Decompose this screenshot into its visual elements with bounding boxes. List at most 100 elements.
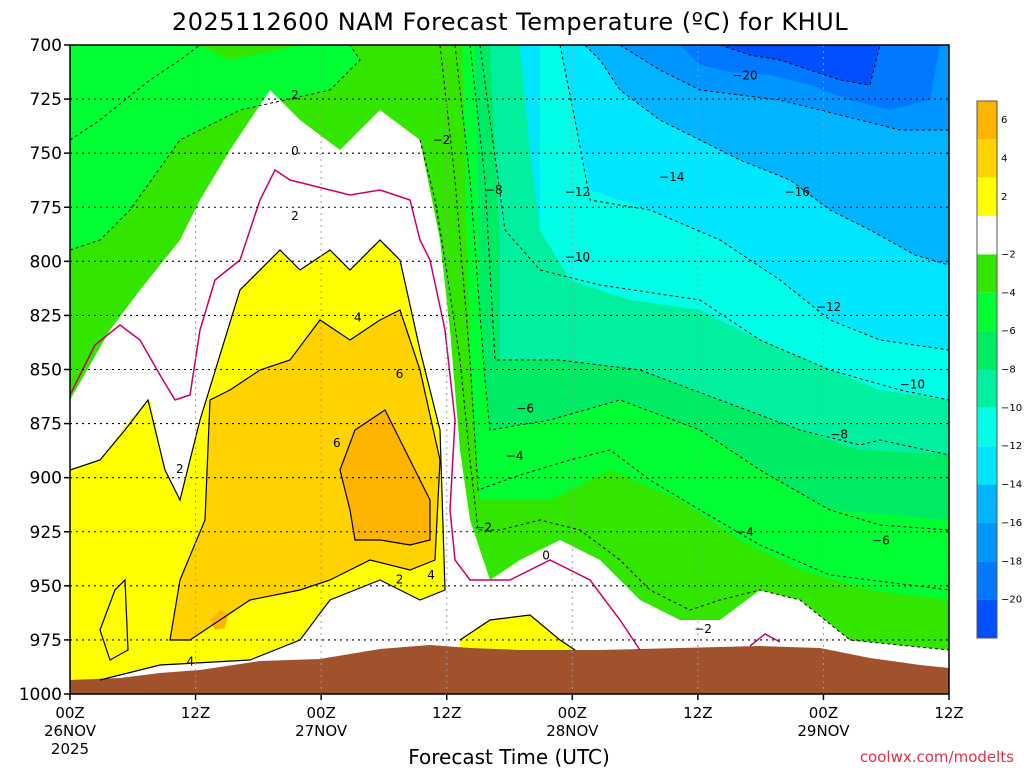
contour-left-dashed (70, 45, 361, 251)
credit-text: coolwx.com/modelts (860, 748, 1014, 766)
x-tick-year-label: 2025 (51, 740, 89, 758)
terrain (70, 645, 949, 694)
x-tick-date-label: 27NOV (295, 722, 348, 740)
x-tick-label: 00Z (558, 704, 587, 722)
colorbar-label: −10 (1001, 403, 1022, 414)
fill-region-plus-2-lower (460, 615, 575, 655)
colorbar-swatch (977, 101, 997, 140)
contour-label: −2 (694, 622, 712, 636)
colorbar-swatch (977, 369, 997, 408)
fill-region-minus-22 (720, 45, 880, 85)
contour-plus-6 (339, 409, 431, 546)
y-tick-label: 950 (30, 577, 62, 597)
colorbar-label: 6 (1001, 115, 1007, 126)
contour-label: 6 (396, 367, 404, 381)
colorbar-label: −18 (1001, 556, 1022, 567)
contour-plus-4 (169, 309, 441, 641)
contour-plus-2-lower (459, 614, 576, 651)
x-tick-label: 12Z (181, 704, 210, 722)
contour-label: −12 (565, 185, 590, 199)
colorbar-label: −16 (1001, 518, 1022, 529)
colorbar-swatch (977, 407, 997, 447)
fill-region-left-colder (70, 45, 360, 250)
contour-label: −10 (900, 378, 925, 392)
contour-label: −4 (506, 449, 524, 463)
contour-minus-2 (419, 139, 949, 651)
colorbar-label: −6 (1001, 326, 1016, 337)
colorbar-swatch (977, 139, 997, 178)
contour-lines (70, 45, 949, 681)
colorbar-label: −14 (1001, 480, 1022, 491)
y-tick-label: 725 (30, 90, 62, 110)
contour-label: −14 (659, 170, 684, 184)
y-tick-label: 700 (30, 36, 62, 56)
contour-label: −2 (474, 520, 492, 534)
colorbar-swatch (977, 254, 997, 293)
contour-label: −12 (816, 300, 841, 314)
y-tick-label: 875 (30, 415, 62, 435)
y-tick-label: 975 (30, 631, 62, 651)
colorbar-swatch (977, 599, 997, 638)
contour-label: −4 (736, 525, 754, 539)
x-tick-label: 00Z (306, 704, 335, 722)
contour-labels: −202−20−8 −12−14−162−10−1246−10−66−8−42−2… (176, 68, 925, 668)
y-tick-label: 800 (30, 252, 62, 272)
contour-label: 2 (176, 462, 184, 476)
contour-label: −6 (872, 533, 890, 547)
colorbar: 6 4 2 −2 −4 −6 −8 −10 −12 −14 −16 −18 −20 (976, 100, 1022, 639)
colorbar-label: −4 (1001, 288, 1016, 299)
colorbar-swatch (977, 484, 997, 523)
contour-label: −16 (785, 185, 810, 199)
x-tick-label: 00Z (809, 704, 838, 722)
contour-plus-4-small (99, 578, 129, 661)
colorbar-swatch (977, 561, 997, 600)
contour-label: 0 (542, 549, 550, 563)
contour-label: 2 (396, 572, 404, 586)
contour-minus-4 (439, 45, 949, 591)
contour-minus-20 (719, 45, 881, 86)
colorbar-swatch (977, 292, 997, 332)
colorbar-swatch (977, 522, 997, 562)
colorbar-label: −8 (1001, 365, 1016, 376)
colorbar-frame (976, 100, 998, 639)
contour-label: −8 (830, 427, 848, 441)
contour-left-dashed-2 (70, 45, 201, 141)
colorbar-swatch (977, 331, 997, 370)
y-tick-label: 925 (30, 523, 62, 543)
y-tick-label: 775 (30, 198, 62, 218)
contour-minus-14 (584, 45, 949, 266)
colorbar-swatch (977, 216, 997, 255)
chart-title: 2025112600 NAM Forecast Temperature (ºC)… (172, 8, 848, 36)
colorbar-label: 2 (1001, 192, 1007, 203)
contour-label: −6 (516, 401, 534, 415)
y-tick-label: 850 (30, 361, 62, 381)
x-tick-date-label: 29NOV (797, 722, 850, 740)
colorbar-swatch (977, 446, 997, 485)
contour-zero-line (70, 168, 641, 651)
contour-label: −2 (433, 133, 451, 147)
fill-region-minus-4 (430, 45, 949, 694)
colorbar-label: −20 (1001, 595, 1022, 606)
x-tick-date-label: 28NOV (546, 722, 599, 740)
fill-region-plus-6 (340, 410, 430, 545)
x-tick-label: 12Z (934, 704, 963, 722)
contour-label: 2 (291, 88, 299, 102)
contour-label: 4 (187, 655, 195, 669)
contour-minus-8 (469, 45, 949, 456)
y-tick-label: 1000 (19, 685, 62, 705)
contour-label: 0 (291, 144, 299, 158)
contour-label: −10 (565, 250, 590, 264)
contour-label: 6 (333, 436, 341, 450)
contour-minus-12 (559, 45, 949, 351)
colorbar-label: −2 (1001, 249, 1016, 260)
fill-region-plus-4 (170, 310, 440, 640)
contour-minus-6 (454, 45, 949, 531)
contour-label: −20 (732, 68, 757, 82)
colorbar-swatch (977, 177, 997, 217)
contour-minus-16 (619, 45, 949, 131)
x-tick-label: 12Z (683, 704, 712, 722)
contour-zero-line-2 (749, 633, 781, 647)
x-axis-title: Forecast Time (UTC) (408, 745, 610, 768)
